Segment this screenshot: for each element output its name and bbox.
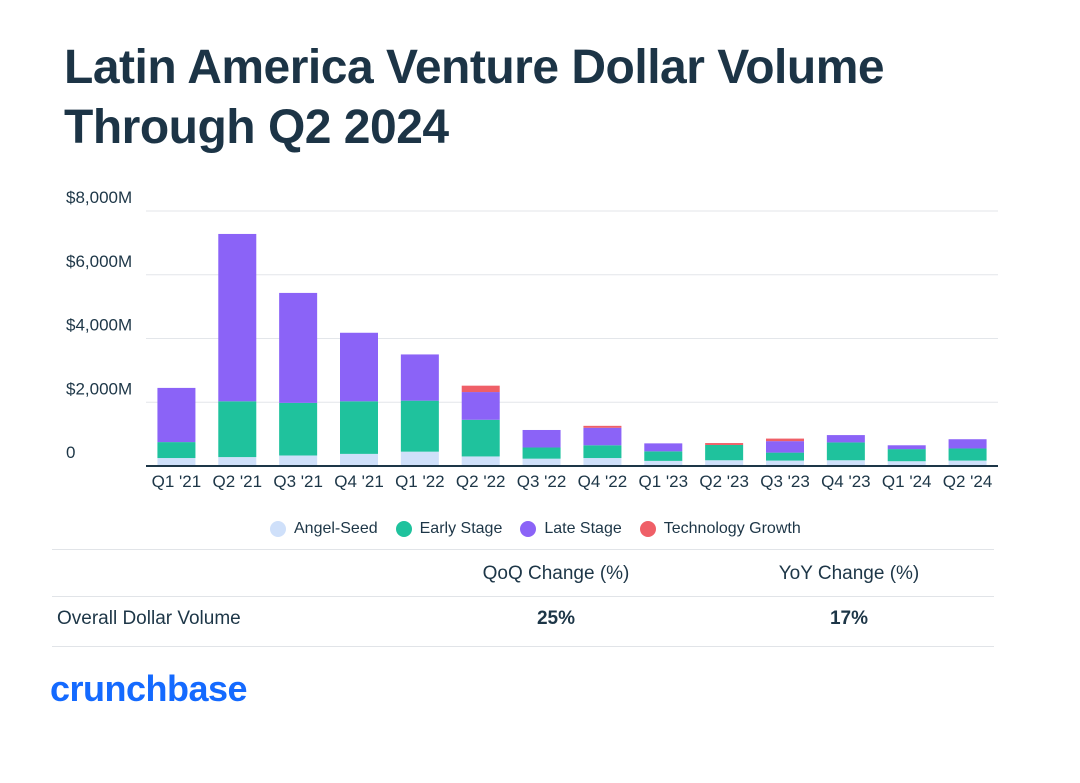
x-tick-label: Q4 '22: [578, 472, 628, 491]
table-bottom-divider: [52, 646, 994, 647]
table-row-label: Overall Dollar Volume: [57, 608, 241, 629]
legend-label: Technology Growth: [663, 520, 801, 537]
bar-early-stage-8: [583, 445, 622, 459]
x-tick-label: Q1 '21: [152, 472, 202, 491]
bar-early-stage-12: [826, 442, 865, 461]
legend-swatch: [639, 521, 656, 537]
legend-swatch: [520, 521, 537, 537]
bar-angel-seed-10: [705, 460, 744, 466]
bar-late-stage-8: [583, 427, 622, 446]
x-tick-label: Q3 '21: [273, 472, 323, 491]
bar-late-stage-2: [218, 233, 257, 402]
legend-label: Early Stage: [419, 520, 503, 537]
table-header-qoq: QoQ Change (%): [482, 563, 630, 584]
table-header-yoy: YoY Change (%): [778, 563, 920, 584]
bar-technology-growth-11: [766, 438, 804, 442]
legend-item-technology-growth: Technology Growth: [639, 520, 801, 538]
bar-late-stage-13: [887, 445, 926, 450]
bar-early-stage-9: [644, 451, 683, 461]
bar-late-stage-9: [644, 443, 683, 452]
bar-angel-seed-1: [157, 458, 196, 466]
gridlines: [146, 210, 998, 403]
bar-technology-growth-10: [705, 443, 744, 445]
legend-item-angel-seed: Angel-Seed: [270, 520, 378, 538]
x-tick-label: Q2 '22: [456, 472, 506, 491]
bar-early-stage-3: [279, 402, 318, 456]
bar-late-stage-4: [340, 332, 378, 402]
bar-late-stage-6: [461, 392, 500, 420]
x-tick-label: Q1 '23: [639, 472, 689, 491]
y-tick-label: $6,000M: [66, 252, 132, 271]
qoq-change-value: 25%: [536, 608, 576, 629]
crunchbase-logo: crunchbase: [50, 668, 248, 709]
bar-angel-seed-3: [279, 455, 318, 466]
y-axis: 0 $2,000M $4,000M $6,000M $8,000M: [66, 188, 132, 462]
x-tick-label: Q1 '22: [395, 472, 445, 491]
y-tick-label: $8,000M: [66, 188, 132, 207]
x-axis: Q1 '21 Q2 '21 Q3 '21 Q4 '21 Q1 '22 Q2 '22 Q3 '…: [146, 465, 998, 491]
x-tick-label: Q4 '23: [821, 472, 871, 491]
bar-angel-seed-4: [340, 453, 378, 466]
bar-angel-seed-14: [948, 460, 987, 466]
yoy-change-value: 17%: [829, 608, 869, 629]
y-tick-label: $4,000M: [66, 316, 132, 335]
bar-early-stage-2: [218, 401, 257, 458]
stacked-bar-chart: 0 $2,000M $4,000M $6,000M $8,000M Q1 '21 Q2 '…: [66, 188, 998, 491]
x-tick-label: Q2 '23: [699, 472, 749, 491]
bar-late-stage-1: [157, 387, 196, 443]
bar-angel-seed-11: [766, 460, 804, 466]
table-header-divider: [52, 596, 994, 597]
bar-early-stage-13: [887, 449, 926, 462]
bar-angel-seed-6: [461, 456, 500, 466]
bar-early-stage-7: [522, 447, 561, 459]
x-tick-label: Q3 '22: [517, 472, 567, 491]
bar-angel-seed-2: [218, 457, 257, 466]
x-tick-label: Q3 '23: [760, 472, 810, 491]
bar-late-stage-7: [522, 429, 561, 448]
legend-swatch: [270, 521, 286, 537]
legend-item-early-stage: Early Stage: [395, 520, 503, 538]
bar-early-stage-10: [705, 444, 744, 461]
x-tick-label: Q4 '21: [334, 472, 384, 491]
bars: [157, 233, 987, 466]
bar-late-stage-11: [766, 441, 804, 453]
bar-early-stage-4: [340, 401, 378, 454]
legend-item-late-stage: Late Stage: [520, 520, 622, 538]
legend-label: Angel-Seed: [294, 520, 378, 537]
bar-early-stage-11: [766, 452, 804, 461]
x-tick-label: Q2 '24: [943, 472, 993, 491]
bar-late-stage-5: [400, 354, 439, 401]
legend-label: Late Stage: [544, 520, 622, 537]
bar-angel-seed-5: [400, 451, 439, 466]
bar-angel-seed-12: [826, 460, 865, 466]
bar-early-stage-6: [461, 419, 500, 457]
table-top-divider: [52, 549, 994, 550]
bar-early-stage-14: [948, 448, 987, 461]
bar-angel-seed-7: [522, 458, 561, 466]
bar-technology-growth-6: [461, 385, 500, 393]
bar-early-stage-5: [400, 400, 439, 452]
y-tick-label: $2,000M: [66, 379, 132, 398]
bar-late-stage-12: [826, 435, 865, 443]
x-tick-label: Q2 '21: [213, 472, 263, 491]
bar-late-stage-3: [279, 292, 318, 403]
chart-title: Latin America Venture Dollar Volume Thro…: [64, 41, 885, 154]
bar-angel-seed-8: [583, 458, 622, 466]
bar-late-stage-14: [948, 439, 987, 449]
x-tick-label: Q1 '24: [882, 472, 932, 491]
bar-technology-growth-8: [583, 425, 622, 428]
bar-early-stage-1: [157, 442, 196, 459]
bar-angel-seed-13: [887, 461, 926, 466]
chart-legend: Angel-Seed Early Stage Late Stage Technolog…: [270, 517, 801, 541]
y-tick-label: 0: [66, 443, 75, 462]
legend-swatch: [395, 521, 412, 537]
bar-angel-seed-9: [644, 460, 683, 466]
